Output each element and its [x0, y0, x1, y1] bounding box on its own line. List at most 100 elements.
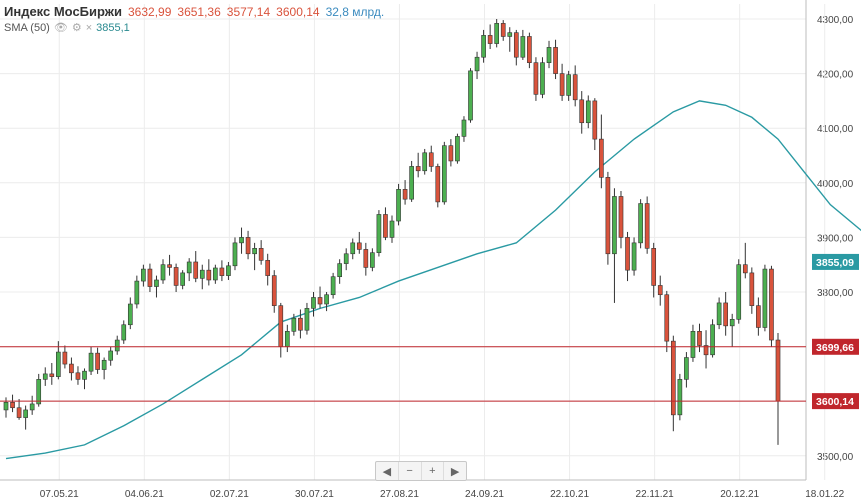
x-tick-label: 22.10.21: [550, 489, 589, 500]
x-tick-label: 02.07.21: [210, 489, 249, 500]
candle-body: [271, 275, 277, 306]
candle-body: [356, 242, 362, 250]
candle-body: [95, 352, 100, 370]
sma-line: [5, 100, 861, 460]
candle-body: [644, 203, 650, 249]
candle-body: [49, 373, 55, 377]
candle-body: [69, 363, 74, 374]
candle-body: [729, 318, 735, 327]
candle-body: [625, 237, 630, 271]
candle-body: [213, 267, 218, 281]
candle-body: [232, 242, 238, 267]
chart-legend: Индекс МосБиржи 3632,99 3651,36 3577,14 …: [4, 4, 384, 34]
eye-icon[interactable]: 👁: [53, 22, 68, 34]
candle-body: [677, 379, 683, 416]
candle-body: [481, 35, 486, 58]
candle-body: [82, 370, 87, 380]
level-price-label: 3600,14: [816, 396, 854, 408]
candle-body: [507, 32, 513, 37]
candle-body: [520, 36, 526, 58]
candle-body: [585, 100, 591, 124]
candle-body: [304, 308, 310, 331]
ohlc-open: 3632,99: [128, 5, 172, 19]
candle-body: [756, 305, 761, 328]
candle-body: [599, 138, 604, 178]
candle-body: [239, 237, 244, 244]
candle-body: [330, 276, 336, 296]
candle-body: [245, 237, 251, 255]
y-tick-label: 3800,00: [817, 288, 854, 299]
candle-body: [716, 302, 722, 326]
candle-body: [775, 339, 781, 402]
y-tick-label: 4300,00: [817, 15, 854, 26]
candle-body: [690, 331, 696, 358]
gear-icon[interactable]: ⚙: [71, 22, 82, 34]
candle-body: [605, 177, 611, 255]
candle-body: [749, 272, 755, 306]
x-tick-label: 20.12.21: [720, 489, 759, 500]
candle-body: [265, 260, 271, 276]
candle-body: [487, 35, 493, 44]
indicator-name: SMA (50): [4, 21, 50, 34]
candle-body: [559, 73, 565, 96]
candle-body: [317, 297, 323, 305]
candle-body: [173, 267, 179, 286]
x-tick-label: 22.11.21: [636, 489, 675, 500]
candle-body: [409, 166, 414, 200]
candle-body: [566, 74, 571, 96]
scroll-right-button[interactable]: ▶: [450, 465, 460, 478]
close-icon[interactable]: ×: [85, 21, 93, 34]
candle-body: [121, 324, 127, 341]
candle-body: [62, 351, 68, 365]
candle-body: [278, 305, 284, 347]
candle-body: [710, 324, 715, 356]
candle-body: [513, 32, 519, 58]
candle-body: [762, 268, 768, 328]
candle-body: [402, 189, 408, 200]
level-price-tag: [812, 393, 859, 410]
candle-body: [500, 23, 506, 37]
candle-body: [638, 203, 643, 244]
candle-body: [252, 248, 257, 255]
indicator-value: 3855,1: [96, 21, 130, 34]
ohlc-low: 3577,14: [226, 5, 271, 19]
candle-body: [193, 261, 199, 279]
candle-body: [16, 407, 22, 418]
x-tick-label: 27.08.21: [380, 489, 419, 500]
candle-body: [657, 285, 663, 296]
candle-body: [337, 263, 342, 278]
candle-body: [284, 331, 290, 347]
zoom-in-button[interactable]: +: [422, 462, 445, 480]
candle-body: [29, 403, 35, 411]
candle-body: [612, 196, 617, 255]
candle-body: [206, 269, 212, 281]
candle-body: [10, 401, 15, 409]
x-tick-label: 07.05.21: [40, 489, 79, 500]
candle-body: [494, 23, 500, 44]
candle-body: [618, 196, 624, 238]
candle-body: [291, 317, 297, 332]
candle-body: [742, 264, 748, 274]
candle-body: [56, 351, 61, 377]
candle-body: [527, 36, 532, 63]
sma-price-label: 3855,09: [816, 257, 854, 269]
candle-body: [88, 352, 94, 372]
y-tick-label: 3500,00: [817, 452, 854, 463]
candle-body: [324, 294, 329, 305]
y-tick-label: 4100,00: [817, 124, 854, 135]
candle-body: [697, 331, 702, 346]
scroll-left-button[interactable]: ◀: [376, 462, 399, 480]
zoom-out-button[interactable]: −: [399, 462, 422, 480]
candle-body: [631, 242, 637, 271]
candle-body: [703, 345, 709, 356]
candle-body: [553, 47, 558, 74]
candle-body: [572, 74, 578, 101]
candle-body: [350, 242, 356, 255]
zoom-controls: ◀ − + ▶: [375, 461, 467, 481]
candle-body: [160, 264, 166, 281]
candle-body: [736, 264, 742, 320]
candle-body: [389, 220, 395, 238]
candle-body: [311, 297, 316, 309]
candle-body: [533, 62, 539, 95]
